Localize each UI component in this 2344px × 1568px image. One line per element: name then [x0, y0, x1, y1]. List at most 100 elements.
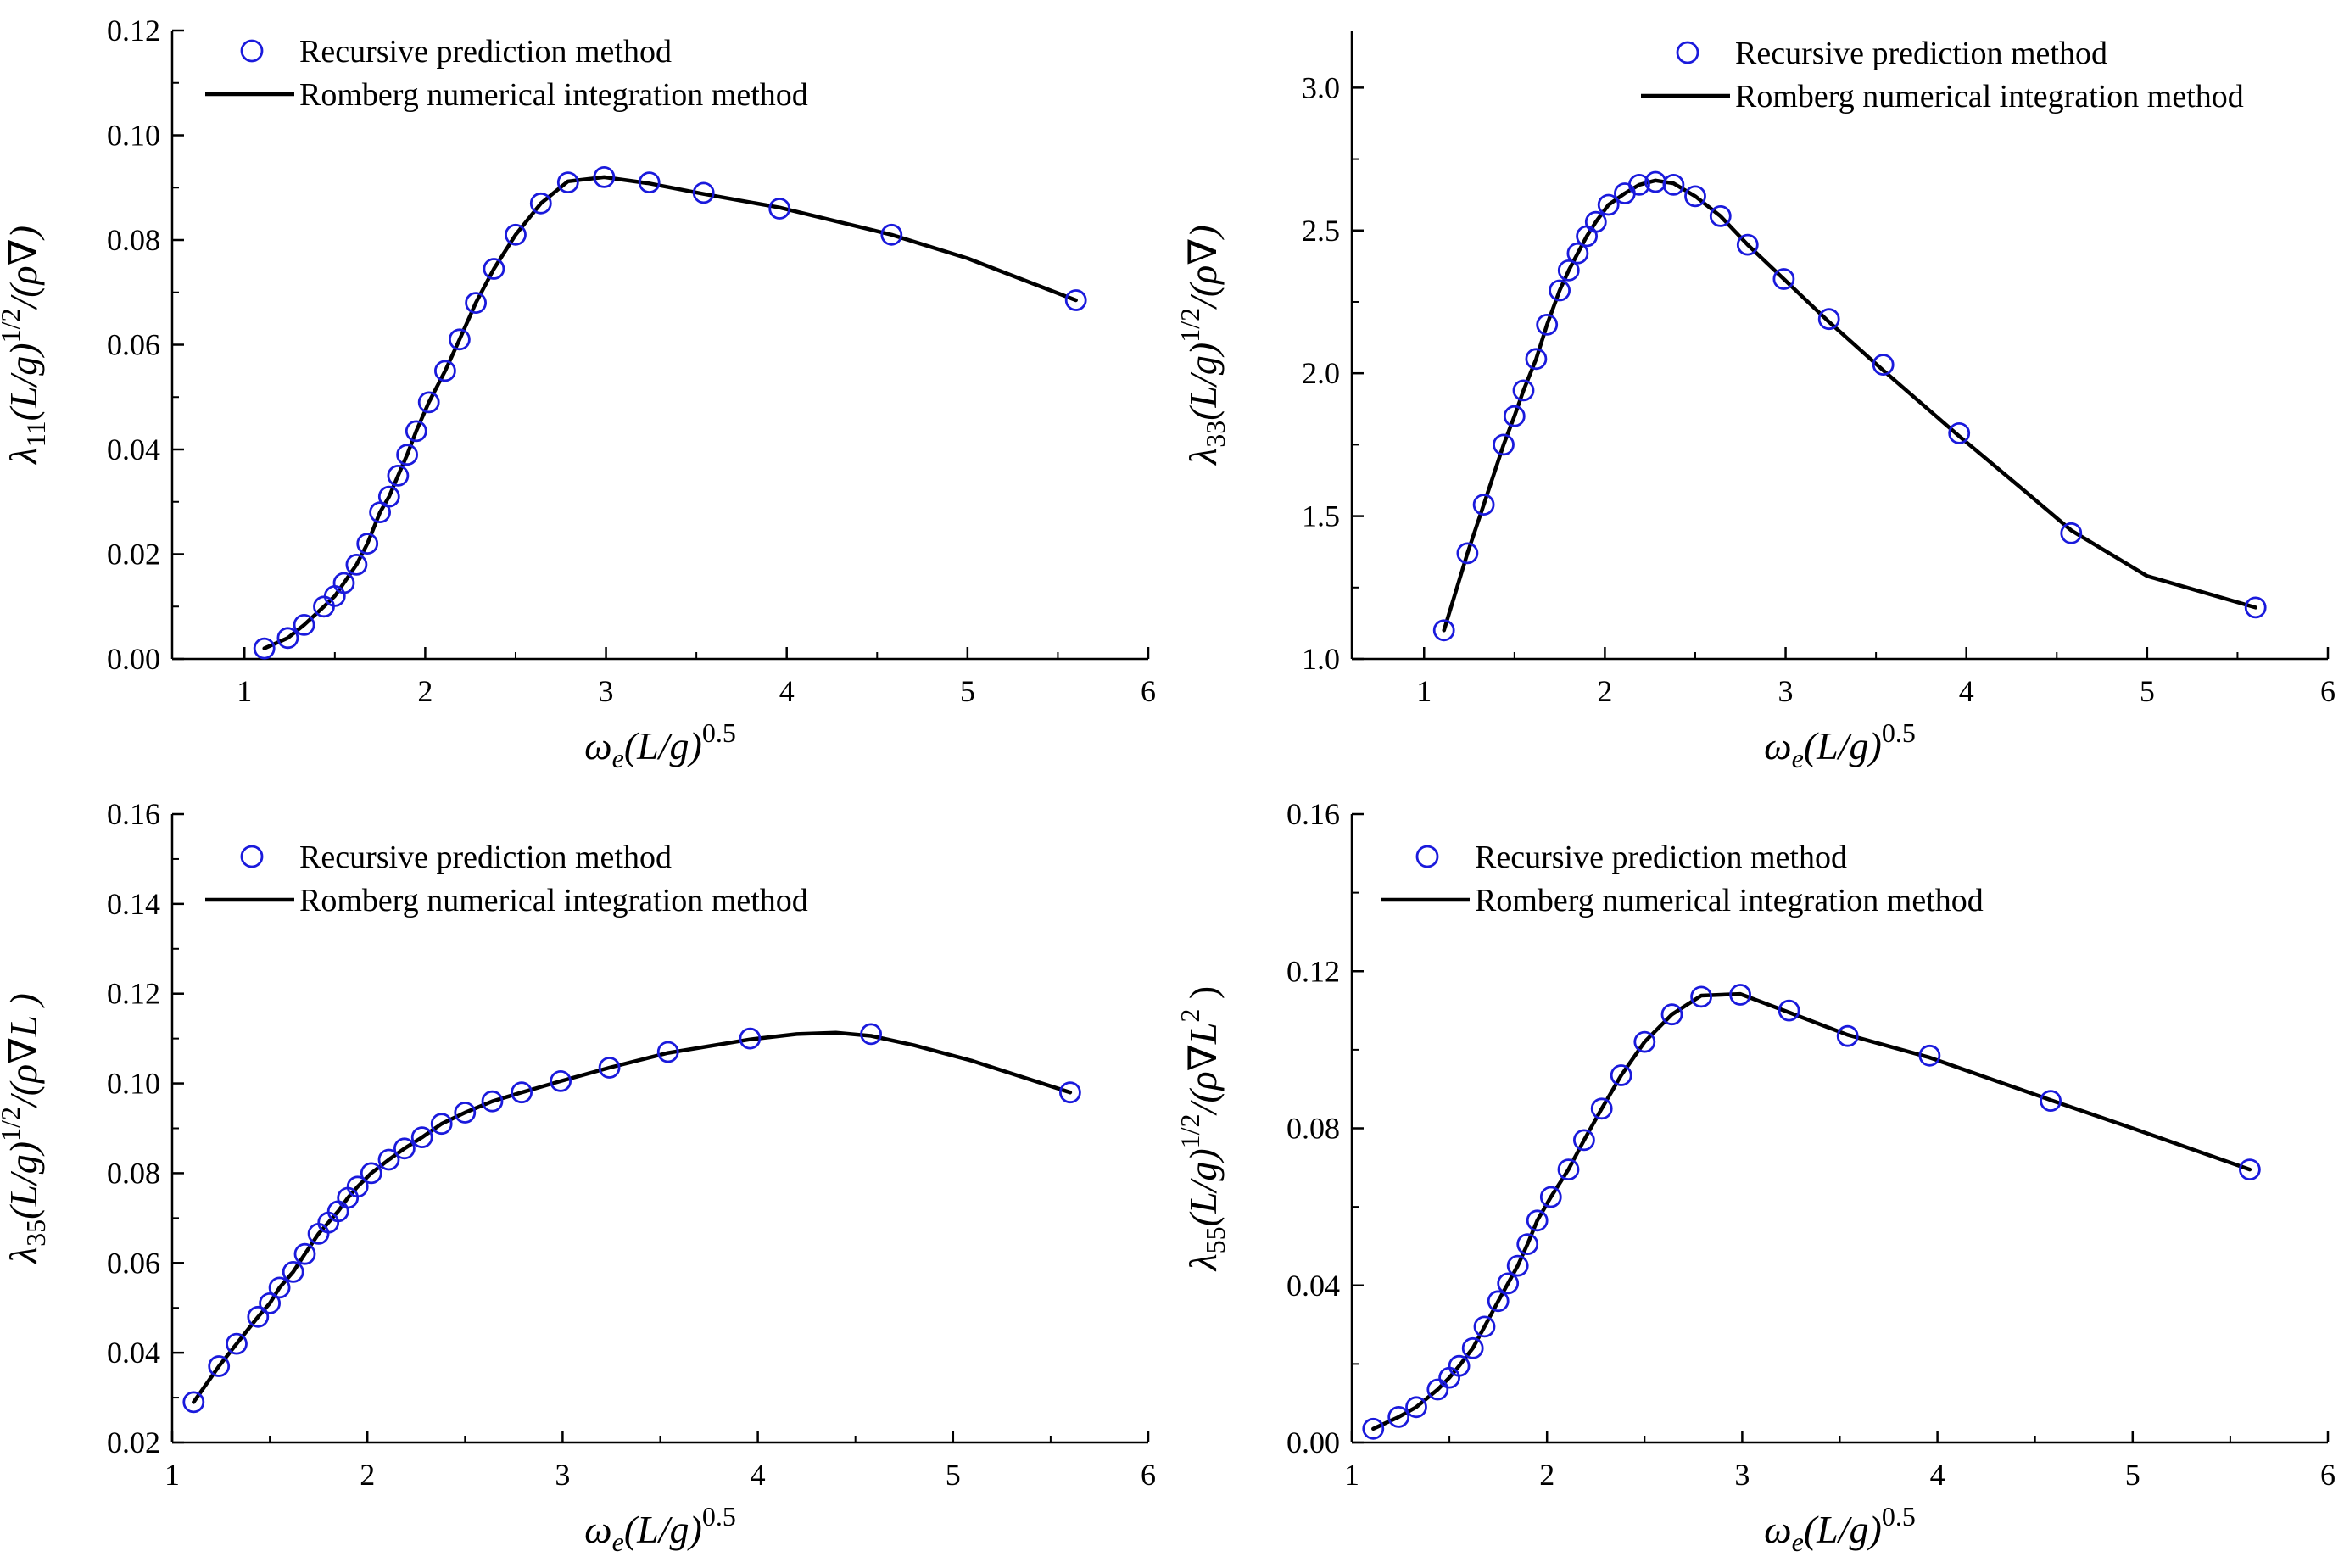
y-tick-label: 0.16	[1286, 797, 1340, 831]
data-point-recursive	[393, 1137, 416, 1160]
data-point-recursive	[483, 258, 505, 280]
data-point-recursive	[1817, 308, 1840, 331]
data-point-recursive	[449, 328, 471, 351]
y-tick-label: 0.14	[107, 887, 160, 921]
x-tick-label: 1	[165, 1458, 180, 1492]
legend-marker-recursive	[1415, 845, 1439, 868]
data-point-recursive	[1472, 494, 1495, 516]
data-point-recursive	[529, 192, 552, 215]
data-point-recursive	[1426, 1378, 1449, 1401]
y-axis-title: λ11(L/g)1/2/(ρ∇)	[0, 226, 51, 466]
data-point-recursive	[505, 223, 527, 246]
legend: Recursive prediction method Romberg numer…	[1381, 840, 1984, 918]
data-point-recursive	[1497, 1272, 1520, 1295]
data-point-recursive	[1597, 193, 1620, 216]
y-axis-title: λ33(L/g)1/2/(ρ∇)	[1175, 225, 1231, 466]
y-tick-label: 2.0	[1302, 356, 1340, 390]
legend: Recursive prediction method Romberg numer…	[205, 840, 808, 918]
data-point-recursive	[247, 1305, 270, 1328]
y-tick-label: 0.08	[107, 1156, 160, 1190]
data-point-recursive	[377, 485, 400, 508]
y-tick-label: 0.08	[1286, 1112, 1340, 1146]
legend-label-romberg: Romberg numerical integration method	[1475, 883, 1984, 918]
x-tick-label: 6	[1141, 1458, 1156, 1492]
x-tick-label: 5	[2125, 1458, 2140, 1492]
data-point-recursive	[1684, 185, 1706, 208]
data-point-recursive	[454, 1102, 477, 1124]
data-point-recursive	[656, 1041, 679, 1063]
x-tick-label: 3	[555, 1458, 570, 1492]
data-point-recursive	[481, 1090, 504, 1113]
data-point-recursive	[1516, 1233, 1539, 1255]
data-point-recursive	[692, 181, 715, 204]
data-point-recursive	[434, 360, 456, 382]
y-tick-label: 0.00	[107, 642, 160, 676]
data-point-recursive	[1660, 1003, 1683, 1026]
legend-label-romberg: Romberg numerical integration method	[299, 883, 808, 918]
series-line-romberg	[262, 175, 1078, 650]
x-tick-label: 3	[1734, 1458, 1750, 1492]
x-tick-label: 5	[960, 674, 975, 708]
data-point-recursive	[259, 1292, 282, 1314]
data-point-recursive	[638, 171, 661, 194]
data-point-recursive	[332, 572, 355, 594]
series-line-romberg	[1371, 991, 2252, 1431]
data-point-recursive	[1503, 405, 1526, 427]
data-point-recursive	[1448, 1354, 1471, 1377]
data-point-recursive	[1487, 1290, 1510, 1313]
data-point-recursive	[1539, 1186, 1562, 1208]
data-point-recursive	[1836, 1024, 1859, 1047]
data-point-recursive	[1461, 1336, 1484, 1359]
data-point-recursive	[1512, 379, 1535, 402]
x-tick-label: 3	[1778, 674, 1794, 708]
data-point-recursive	[360, 1162, 382, 1185]
data-point-recursive	[1493, 433, 1515, 456]
x-tick-label: 2	[360, 1458, 375, 1492]
x-tick-label: 4	[1959, 674, 1974, 708]
y-tick-label: 0.04	[1286, 1269, 1340, 1303]
data-point-recursive	[226, 1332, 248, 1355]
x-tick-label: 6	[1141, 674, 1156, 708]
data-point-recursive	[182, 1391, 205, 1414]
y-tick-label: 0.10	[107, 119, 160, 153]
data-point-recursive	[598, 1057, 621, 1079]
y-tick-label: 3.0	[1302, 70, 1340, 104]
legend-label-recursive: Recursive prediction method	[1475, 840, 1847, 875]
y-tick-label: 0.04	[107, 432, 160, 466]
x-tick-label: 6	[2320, 1458, 2336, 1492]
data-point-recursive	[550, 1070, 572, 1092]
y-tick-label: 2.5	[1302, 214, 1340, 248]
x-axis-title: ωe(L/g)0.5	[1764, 717, 1916, 773]
legend-label-recursive: Recursive prediction method	[299, 840, 672, 875]
y-tick-label: 0.06	[107, 328, 160, 362]
data-point-recursive	[345, 554, 368, 576]
data-point-recursive	[293, 1242, 316, 1265]
data-point-recursive	[1662, 173, 1685, 196]
y-tick-label: 0.02	[107, 1426, 160, 1459]
chart-panel-bottom-right: 1 2 3 4 5 6 0.00 0.04 0.08 0.12 0.16 Recursive pred…	[1175, 797, 2336, 1557]
data-point-recursive	[208, 1355, 231, 1377]
data-point-recursive	[860, 1023, 882, 1046]
x-tick-label: 4	[779, 674, 795, 708]
data-point-recursive	[1872, 354, 1895, 377]
x-tick-label: 2	[1597, 674, 1612, 708]
data-point-recursive	[293, 614, 315, 636]
data-point-recursive	[253, 637, 276, 660]
y-tick-label: 0.12	[107, 977, 160, 1011]
y-tick-label: 0.00	[1286, 1426, 1340, 1459]
data-point-recursive	[2244, 596, 2267, 619]
legend: Recursive prediction method Romberg numer…	[205, 34, 808, 113]
data-point-recursive	[1473, 1315, 1496, 1338]
data-point-recursive	[1405, 1396, 1427, 1419]
data-point-recursive	[1709, 204, 1732, 227]
y-tick-label: 1.0	[1302, 642, 1340, 676]
data-point-recursive	[1778, 999, 1800, 1022]
data-point-recursive	[1432, 619, 1455, 642]
data-point-recursive	[1387, 1406, 1410, 1428]
chart-panel-top-right: 1 2 3 4 5 6 1.0 1.5 2.0 2.5 3.0 Recursive predictio…	[1175, 31, 2336, 773]
x-axis-title: ωe(L/g)0.5	[584, 717, 736, 773]
data-point-recursive	[1456, 542, 1479, 565]
data-point-recursive	[1526, 1209, 1549, 1232]
data-point-recursive	[1690, 985, 1712, 1008]
data-point-recursive	[417, 391, 440, 414]
